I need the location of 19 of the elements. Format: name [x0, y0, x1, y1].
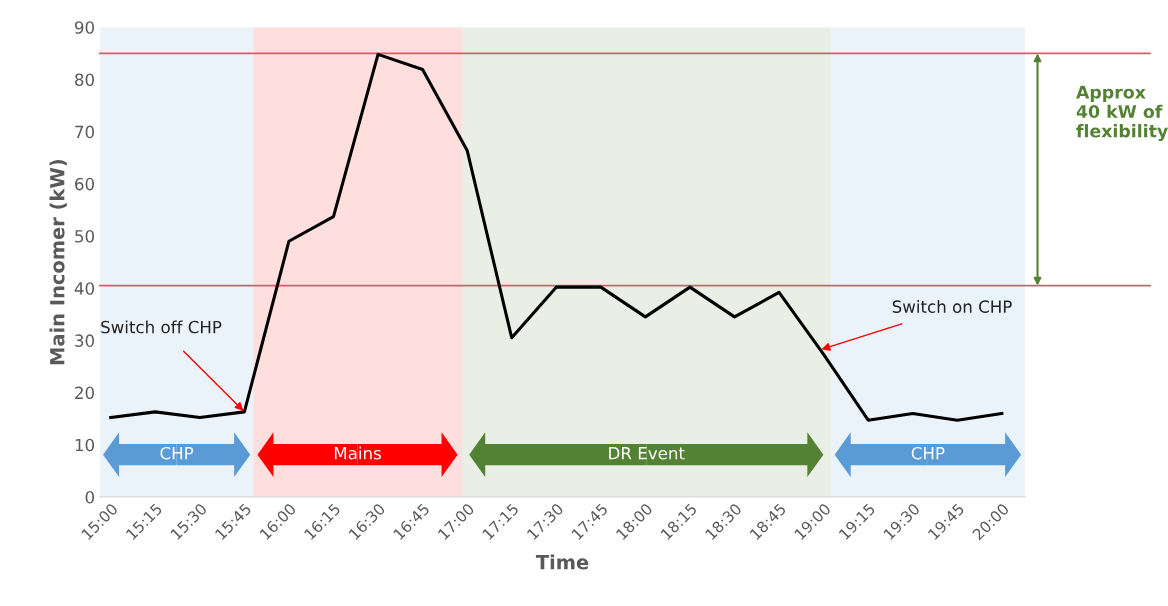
band-label: Mains — [334, 446, 381, 460]
text: Approx 40 kW of flexibility — [1076, 85, 1168, 142]
band-label: CHP — [911, 446, 945, 460]
y-axis-title: Main Incomer (kW) — [49, 159, 67, 365]
y-tick-label: 10 — [75, 438, 95, 452]
y-tick-label: 50 — [75, 229, 95, 243]
y-tick-label: 0 — [85, 490, 95, 504]
y-tick-label: 90 — [74, 21, 95, 34]
y-tick-label: 70 — [75, 125, 95, 139]
x-axis-title: Time — [535, 554, 589, 570]
y-tick-label: 30 — [75, 334, 95, 347]
band-label: CHP — [160, 446, 194, 460]
annotation: Switch on CHP — [892, 300, 1012, 313]
y-tick-label: 60 — [75, 177, 95, 191]
annotation: Switch off CHP — [101, 320, 222, 334]
y-tick-label: 80 — [75, 73, 95, 87]
y-tick-label: 40 — [74, 282, 95, 295]
band-label: DR Event — [609, 447, 685, 460]
y-tick-label: 20 — [75, 386, 95, 400]
